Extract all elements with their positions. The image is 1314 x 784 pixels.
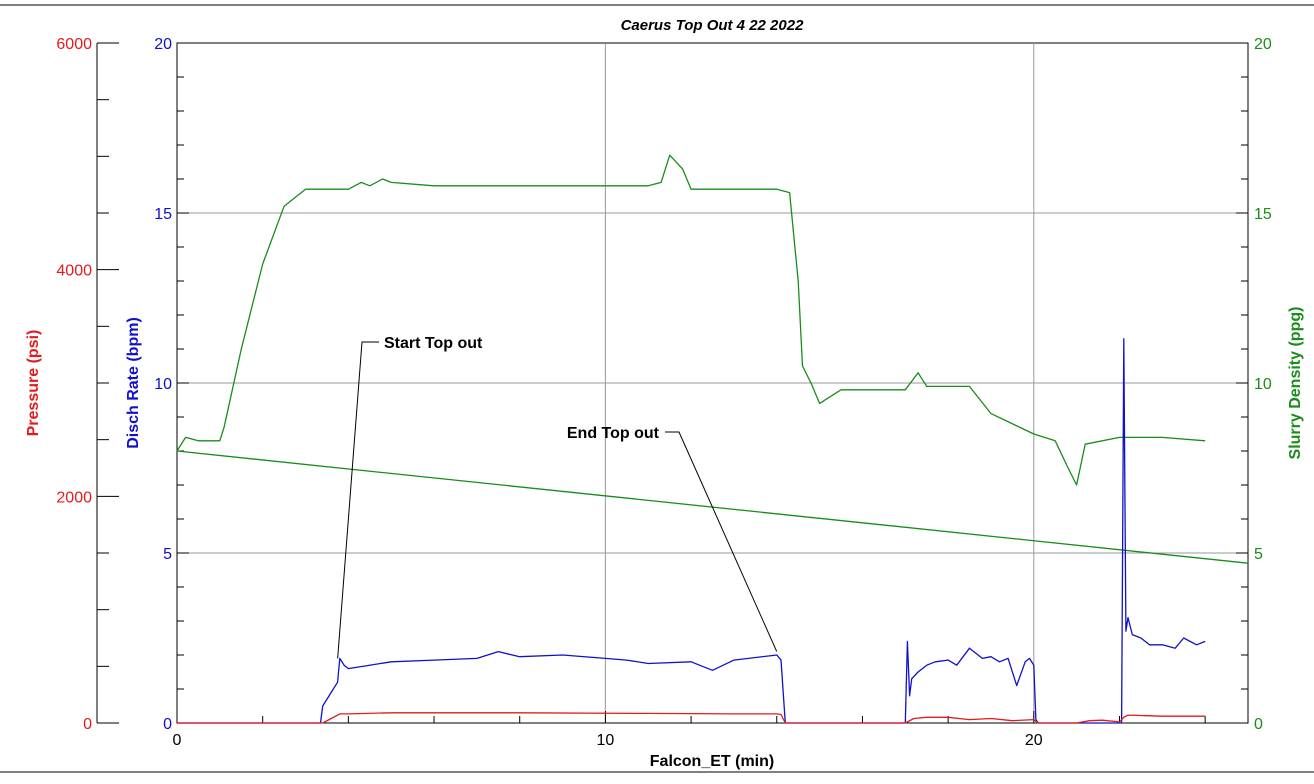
pressure-tick-label: 0: [83, 716, 92, 733]
density-tick-label: 0: [1254, 716, 1263, 733]
grid-layer: [177, 43, 1248, 723]
annotation-label: Start Top out: [384, 335, 483, 352]
rate-tick-label: 20: [154, 36, 172, 53]
axis-layer: 0 10 20 0 2000 4000 6000 0 5 10 15 20 0 5 10 15 20: [56, 36, 1271, 749]
chart-title: Caerus Top Out 4 22 2022: [621, 17, 805, 34]
rate-tick-label: 5: [163, 546, 172, 563]
pressure-axis-label: Pressure (psi): [25, 330, 42, 437]
x-axis-label: Falcon_ET (min): [650, 753, 774, 770]
rate-tick-label: 0: [163, 716, 172, 733]
annotation-layer: Start Top out End Top out: [337, 335, 778, 659]
density-tick-label: 10: [1254, 376, 1272, 393]
rate-axis-label: Disch Rate (bpm): [125, 317, 142, 449]
pressure-tick-label: 4000: [56, 263, 92, 280]
pressure-tick-label: 6000: [56, 36, 92, 53]
x-tick-label: 0: [173, 732, 182, 749]
pressure-series-line: [177, 712, 1206, 724]
pressure-tick-label: 2000: [56, 489, 92, 506]
density-axis-label: Slurry Density (ppg): [1287, 307, 1304, 460]
density-series-line: [176, 154, 1206, 486]
annotation-leader-line: [665, 431, 778, 652]
density-tick-label: 20: [1254, 36, 1272, 53]
annotation-label: End Top out: [567, 425, 660, 442]
density-tick-label: 15: [1254, 206, 1272, 223]
rate-series-line: [177, 338, 1206, 724]
annotation-leader-line: [337, 341, 379, 659]
density-tick-label: 5: [1254, 546, 1263, 563]
x-tick-label: 10: [597, 732, 615, 749]
rate-tick-label: 10: [154, 376, 172, 393]
x-tick-label: 20: [1025, 732, 1043, 749]
rate-tick-label: 15: [154, 206, 172, 223]
